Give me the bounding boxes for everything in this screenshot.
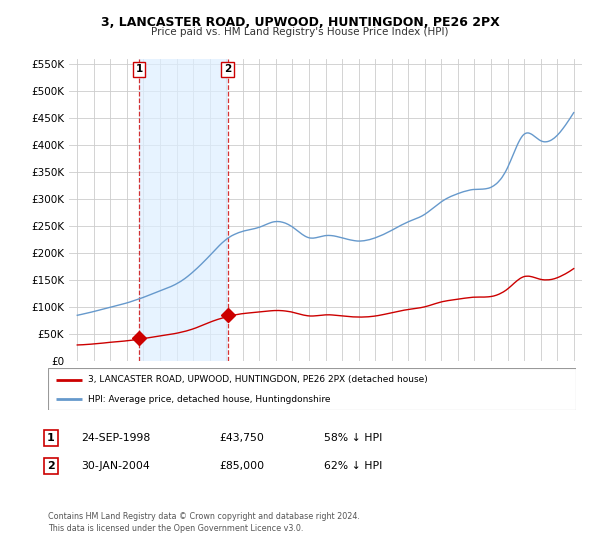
Text: 30-JAN-2004: 30-JAN-2004 bbox=[81, 461, 150, 471]
Text: HPI: Average price, detached house, Huntingdonshire: HPI: Average price, detached house, Hunt… bbox=[88, 395, 330, 404]
Text: £43,750: £43,750 bbox=[219, 433, 264, 443]
Text: Contains HM Land Registry data © Crown copyright and database right 2024.
This d: Contains HM Land Registry data © Crown c… bbox=[48, 512, 360, 533]
Text: 2: 2 bbox=[47, 461, 55, 471]
Text: 62% ↓ HPI: 62% ↓ HPI bbox=[324, 461, 382, 471]
Text: £85,000: £85,000 bbox=[219, 461, 264, 471]
Text: 2: 2 bbox=[224, 64, 231, 74]
Text: 3, LANCASTER ROAD, UPWOOD, HUNTINGDON, PE26 2PX (detached house): 3, LANCASTER ROAD, UPWOOD, HUNTINGDON, P… bbox=[88, 375, 427, 384]
Text: 3, LANCASTER ROAD, UPWOOD, HUNTINGDON, PE26 2PX: 3, LANCASTER ROAD, UPWOOD, HUNTINGDON, P… bbox=[101, 16, 499, 29]
Bar bbox=[139, 59, 227, 361]
Text: 1: 1 bbox=[47, 433, 55, 443]
Text: Price paid vs. HM Land Registry's House Price Index (HPI): Price paid vs. HM Land Registry's House … bbox=[151, 27, 449, 37]
Text: 58% ↓ HPI: 58% ↓ HPI bbox=[324, 433, 382, 443]
Text: 24-SEP-1998: 24-SEP-1998 bbox=[81, 433, 150, 443]
Text: 1: 1 bbox=[136, 64, 143, 74]
